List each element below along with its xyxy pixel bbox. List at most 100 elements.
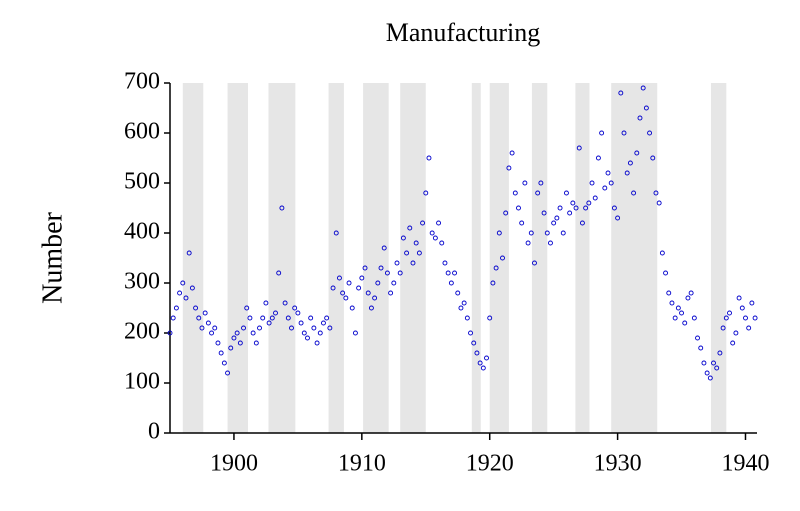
data-point [471, 340, 477, 346]
data-point [234, 330, 240, 336]
data-point [532, 260, 537, 266]
data-point [720, 325, 726, 331]
data-point [413, 240, 419, 246]
y-axis-label: Number [37, 211, 68, 303]
data-point [199, 325, 205, 331]
data-point [701, 360, 707, 366]
data-point [506, 165, 512, 171]
data-point [340, 290, 346, 296]
data-point [500, 255, 505, 261]
data-point [484, 355, 489, 361]
y-tick-label: 700 [124, 69, 160, 95]
data-point [263, 300, 269, 306]
data-point [356, 285, 362, 291]
data-point [487, 315, 493, 321]
data-point [336, 275, 342, 281]
data-point [327, 325, 333, 331]
data-point [276, 270, 282, 276]
data-point [186, 250, 192, 256]
data-point [378, 265, 384, 271]
data-point [445, 270, 451, 276]
data-point [663, 270, 669, 276]
data-point [247, 315, 253, 321]
data-point [477, 360, 483, 366]
data-point [682, 320, 688, 326]
data-point [634, 150, 640, 156]
data-point [359, 275, 365, 281]
data-point [733, 330, 739, 336]
x-tick-label: 1900 [210, 451, 258, 477]
data-point [279, 205, 285, 211]
y-tick-label: 600 [124, 119, 160, 145]
data-point [583, 205, 589, 211]
data-point [282, 300, 288, 306]
data-point [624, 170, 630, 176]
data-point [170, 315, 176, 321]
data-point [586, 200, 592, 206]
data-point [365, 290, 371, 296]
data-point [407, 225, 413, 231]
data-point [611, 205, 617, 211]
data-point [301, 330, 307, 336]
data-point [608, 180, 614, 186]
data-point [666, 290, 672, 296]
data-point [455, 290, 461, 296]
data-point [167, 330, 173, 336]
data-point [452, 270, 457, 276]
data-point [266, 320, 272, 326]
data-point [273, 310, 278, 316]
data-point [570, 200, 576, 206]
y-tick-label: 0 [148, 419, 160, 445]
data-point [346, 280, 352, 286]
data-point [707, 375, 713, 381]
data-point [225, 370, 230, 376]
data-point [343, 295, 349, 301]
data-point [420, 220, 426, 226]
data-point [285, 315, 291, 321]
data-point [349, 305, 355, 311]
data-point [554, 215, 560, 221]
data-point [458, 305, 464, 311]
data-point [218, 350, 224, 356]
data-point [330, 285, 336, 291]
data-point [298, 320, 304, 326]
data-point [752, 315, 758, 321]
data-point [410, 260, 416, 266]
data-point [595, 155, 601, 161]
data-point [209, 330, 215, 336]
data-point [503, 210, 509, 216]
data-point [305, 335, 310, 341]
data-point [669, 300, 675, 306]
shaded-period [400, 83, 426, 433]
data-point [317, 330, 323, 336]
shaded-period [363, 83, 389, 433]
data-point [416, 250, 422, 256]
data-point [442, 260, 448, 266]
data-point [727, 310, 732, 316]
data-point [650, 155, 656, 161]
shaded-period [227, 83, 249, 433]
x-tick-label: 1940 [721, 451, 769, 477]
shaded-period [531, 83, 548, 433]
data-point [695, 335, 700, 341]
data-point [388, 290, 394, 296]
chart-title: Manufacturing [386, 18, 541, 47]
data-point [522, 180, 528, 186]
data-point [461, 300, 467, 306]
data-point [439, 240, 445, 246]
data-point [292, 305, 298, 311]
x-tick-label: 1910 [338, 451, 386, 477]
data-point [627, 160, 633, 166]
data-point [205, 320, 211, 326]
data-point [711, 360, 716, 366]
y-tick-label: 500 [124, 169, 160, 195]
data-point [193, 305, 199, 311]
data-point [202, 310, 208, 316]
data-point [704, 370, 710, 376]
data-point [605, 170, 611, 176]
data-point [189, 285, 195, 291]
data-point [576, 145, 582, 151]
data-point [324, 315, 330, 321]
data-point [496, 230, 502, 236]
